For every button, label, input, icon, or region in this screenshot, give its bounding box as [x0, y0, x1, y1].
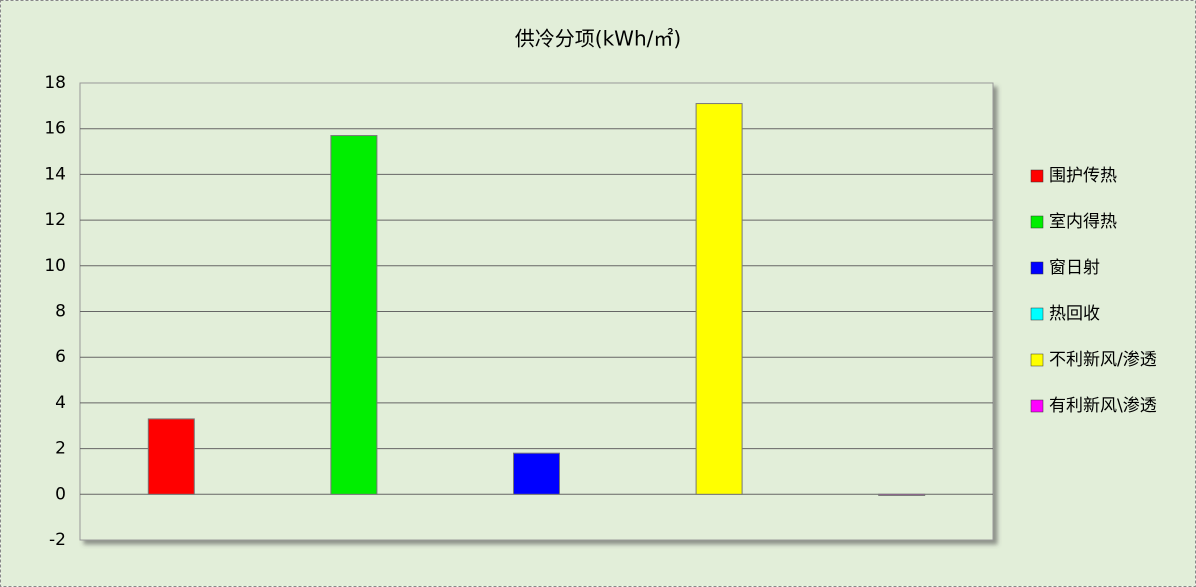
y-tick-label: -2 [49, 530, 66, 550]
legend-swatch [1030, 353, 1044, 367]
bar [330, 135, 378, 495]
legend-label: 室内得热 [1049, 212, 1117, 232]
bar [147, 418, 195, 495]
y-tick-label: 10 [44, 256, 66, 276]
legend-swatch [1030, 169, 1044, 183]
y-tick-label: 16 [44, 119, 66, 139]
bar [695, 103, 743, 495]
chart-title: 供冷分项(kWh/㎡) [515, 27, 681, 51]
legend-label: 围护传热 [1049, 166, 1117, 186]
y-tick-label: 2 [55, 439, 66, 459]
legend-label: 不利新风/渗透 [1049, 350, 1157, 370]
y-tick-label: 18 [44, 73, 66, 93]
y-tick-label: 12 [44, 210, 66, 230]
y-tick-label: 14 [44, 164, 66, 184]
legend-swatch [1030, 399, 1044, 413]
legend-swatch [1030, 307, 1044, 321]
bar [513, 452, 560, 495]
y-tick-label: 6 [55, 347, 66, 367]
y-tick-label: 8 [55, 302, 66, 322]
y-tick-label: 0 [55, 484, 66, 504]
legend-label: 热回收 [1049, 304, 1100, 324]
bar [878, 493, 926, 496]
legend-swatch [1030, 215, 1044, 229]
legend-label: 窗日射 [1049, 258, 1100, 278]
legend-swatch [1030, 261, 1044, 275]
legend-label: 有利新风\渗透 [1049, 396, 1157, 416]
y-tick-label: 4 [55, 393, 66, 413]
